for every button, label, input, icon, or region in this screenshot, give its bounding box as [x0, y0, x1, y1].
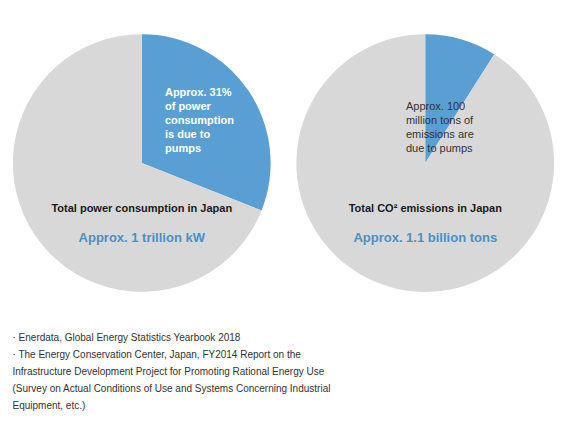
- svg-text:Infrastructure Development Pro: Infrastructure Development Project for P…: [12, 366, 324, 377]
- svg-text:· The Energy Conservation Cent: · The Energy Conservation Center, Japan,…: [12, 349, 301, 360]
- svg-text:emissions are: emissions are: [406, 128, 474, 140]
- svg-text:of power: of power: [165, 100, 212, 112]
- svg-text:Equipment, etc.): Equipment, etc.): [12, 400, 85, 411]
- svg-text:pumps: pumps: [165, 142, 201, 154]
- svg-text:million tons of: million tons of: [406, 114, 474, 126]
- svg-text:· Enerdata, Global Energy Stat: · Enerdata, Global Energy Statistics Yea…: [12, 332, 240, 343]
- svg-text:Total CO² emissions in Japan: Total CO² emissions in Japan: [349, 202, 502, 214]
- svg-text:Total power consumption in Jap: Total power consumption in Japan: [51, 202, 232, 214]
- svg-text:due to pumps: due to pumps: [406, 142, 473, 154]
- svg-text:consumption: consumption: [165, 114, 234, 126]
- svg-text:Approx. 1 trillion kW: Approx. 1 trillion kW: [79, 230, 206, 245]
- svg-text:(Survey on Actual Conditions o: (Survey on Actual Conditions of Use and …: [12, 383, 330, 394]
- svg-text:Approx. 31%: Approx. 31%: [165, 86, 232, 98]
- svg-text:Approx. 100: Approx. 100: [406, 100, 465, 112]
- svg-text:is due to: is due to: [165, 128, 211, 140]
- svg-text:Approx. 1.1 billion tons: Approx. 1.1 billion tons: [353, 230, 497, 245]
